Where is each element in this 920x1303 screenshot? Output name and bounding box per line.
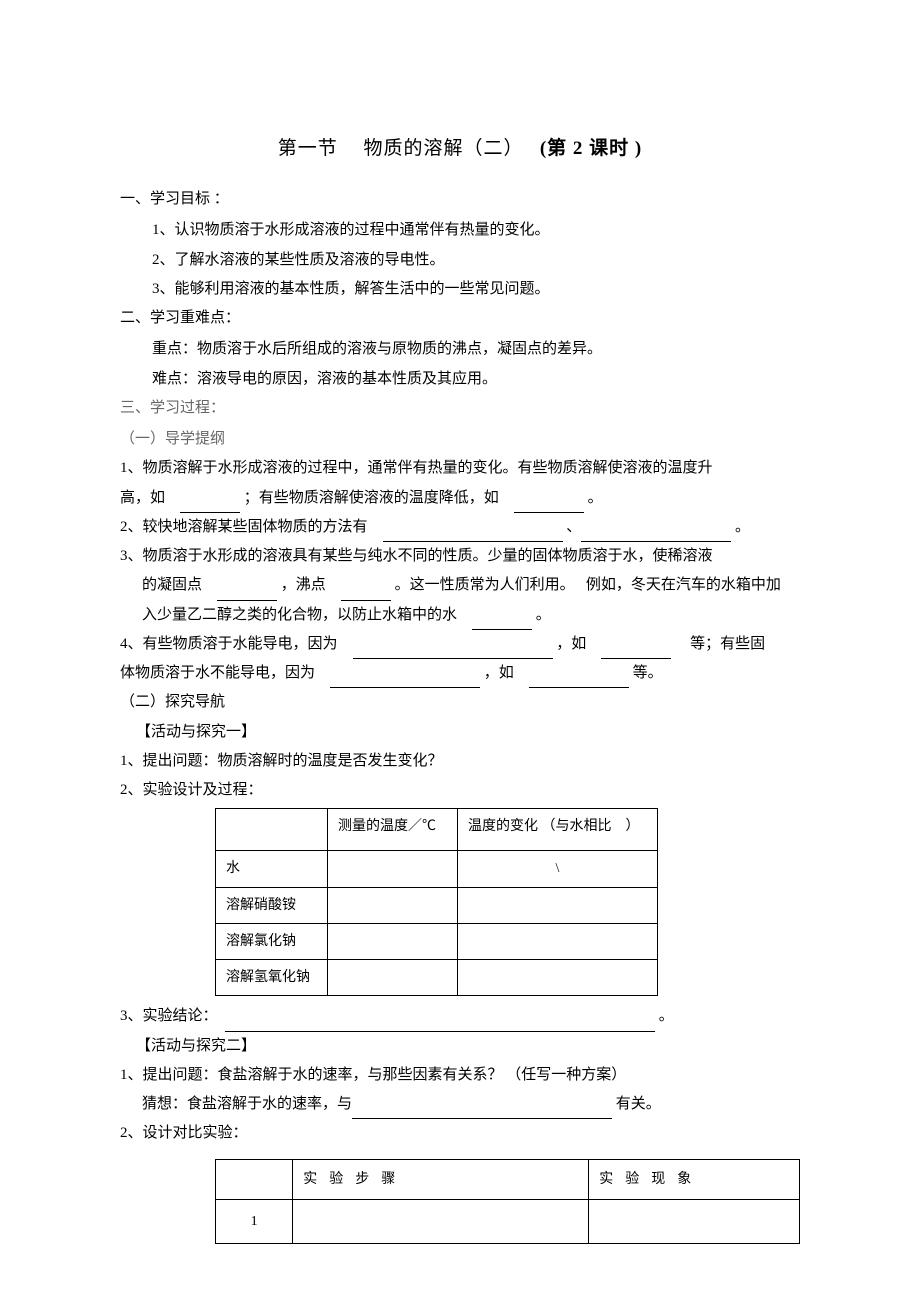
blank-fill <box>601 643 671 660</box>
blank-fill <box>529 672 629 689</box>
t1-h3: 温度的变化 （与水相比 ） <box>458 809 658 851</box>
blank-fill <box>353 643 553 660</box>
t2-h2: 实验步骤 <box>293 1159 589 1199</box>
activity-1-label: 【活动与探究一】 <box>120 718 800 747</box>
section-1-item-1: 1、认识物质溶于水形成溶液的过程中通常伴有热量的变化。 <box>120 216 800 245</box>
activity-1-conclusion: 3、实验结论： 。 <box>120 1002 800 1031</box>
blank-fill <box>225 1015 655 1032</box>
p4b-pre: 猜想：食盐溶解于水的速率，与 <box>142 1096 352 1112</box>
t1-r3-c3 <box>458 923 658 959</box>
blank-fill <box>180 496 240 513</box>
q4b-end: 等。 <box>633 665 663 681</box>
q3b-mid2: 。这一性质常为人们利用。 <box>395 577 568 593</box>
q3-line-c: 入少量乙二醇之类的化合物，以防止水箱中的水 。 <box>120 601 800 630</box>
q4-line-b: 体物质溶于水不能导电，因为 ，如 等。 <box>120 659 800 688</box>
q1-line-b: 高，如 ；有些物质溶解使溶液的温度降低，如 。 <box>120 484 800 513</box>
section-1-item-2: 2、了解水溶液的某些性质及溶液的导电性。 <box>120 246 800 275</box>
title-suffix-close: 课时 ) <box>583 138 642 159</box>
blank-fill <box>383 526 563 543</box>
q4b-pre: 体物质溶于水不能导电，因为 <box>120 665 315 681</box>
t1-r3-c2 <box>328 923 458 959</box>
activity-1-q2: 2、实验设计及过程： <box>120 776 800 805</box>
section-2-zhong: 重点：物质溶于水后所组成的溶液与原物质的沸点，凝固点的差异。 <box>120 335 800 364</box>
title-suffix-open: (第 <box>540 138 573 159</box>
q4-line-a: 4、有些物质溶于水能导电，因为 ，如 等；有些固 <box>120 630 800 659</box>
q2-sep: 、 <box>566 519 581 535</box>
q4a-mid2: 等；有些固 <box>690 636 765 652</box>
page-title: 第一节 物质的溶解（二） (第 2 课时 ) <box>120 130 800 167</box>
section-1-item-3: 3、能够利用溶液的基本性质，解答生活中的一些常见问题。 <box>120 275 800 304</box>
title-prefix: 第一节 <box>278 138 338 159</box>
q2-pre: 2、较快地溶解某些固体物质的方法有 <box>120 519 368 535</box>
t1-r4-c1: 溶解氢氧化钠 <box>216 960 328 996</box>
t1-r1-c1: 水 <box>216 851 328 887</box>
t1-r3-c1: 溶解氯化钠 <box>216 923 328 959</box>
blank-fill <box>581 526 731 543</box>
t1-r2-c3 <box>458 887 658 923</box>
section-3-heading: 三、学习过程： <box>120 394 800 423</box>
q3-line-a: 3、物质溶于水形成的溶液具有某些与纯水不同的性质。少量的固体物质溶于水，使稀溶液 <box>120 542 800 571</box>
t1-r2-c1: 溶解硝酸铵 <box>216 887 328 923</box>
t2-r1-c1: 1 <box>216 1200 293 1244</box>
q1b-end: 。 <box>588 490 603 506</box>
t1-r4-c3 <box>458 960 658 996</box>
title-suffix-num: 2 <box>573 138 584 159</box>
q1-line-a: 1、物质溶解于水形成溶液的过程中，通常伴有热量的变化。有些物质溶解使溶液的温度升 <box>120 454 800 483</box>
blank-fill <box>472 613 532 630</box>
section-2-heading: 二、学习重难点： <box>120 304 800 333</box>
p3-pre: 3、实验结论： <box>120 1008 210 1024</box>
q3c-end: 。 <box>536 607 551 623</box>
q2-end: 。 <box>735 519 750 535</box>
blank-fill <box>330 672 480 689</box>
t2-h1 <box>216 1159 293 1199</box>
q1b-mid: ；有些物质溶解使溶液的温度降低，如 <box>244 490 499 506</box>
p3-end: 。 <box>659 1008 674 1024</box>
section-3-sub1: （一）导学提纲 <box>120 425 800 454</box>
activity-2-label: 【活动与探究二】 <box>120 1032 800 1061</box>
q3b-mid1: ，沸点 <box>281 577 326 593</box>
blank-fill <box>217 584 277 601</box>
t1-r1-c2 <box>328 851 458 887</box>
activity-2-q1: 1、提出问题：食盐溶解于水的速率，与那些因素有关系？ （任写一种方案） <box>120 1061 800 1090</box>
q3c-pre: 入少量乙二醇之类的化合物，以防止水箱中的水 <box>142 607 457 623</box>
t2-h3: 实验现象 <box>589 1159 800 1199</box>
p4b-end: 有关。 <box>616 1096 661 1112</box>
experiment-table-2: 实验步骤 实验现象 1 <box>215 1159 800 1244</box>
t1-r2-c2 <box>328 887 458 923</box>
q4b-mid: ，如 <box>484 665 514 681</box>
q2-line: 2、较快地溶解某些固体物质的方法有 、 。 <box>120 513 800 542</box>
q4a-mid1: ，如 <box>556 636 586 652</box>
q1b-pre: 高，如 <box>120 490 165 506</box>
section-2-nan: 难点：溶液导电的原因，溶液的基本性质及其应用。 <box>120 365 800 394</box>
title-main: 物质的溶解（二） <box>364 138 515 159</box>
t1-r4-c2 <box>328 960 458 996</box>
q3b-mid3: 例如，冬天在汽车的水箱中加 <box>586 577 781 593</box>
t2-r1-c2 <box>293 1200 589 1244</box>
blank-fill <box>341 584 391 601</box>
activity-2-q2: 2、设计对比实验： <box>120 1119 800 1148</box>
section-1-heading: 一、学习目标 ： <box>120 185 800 214</box>
t2-r1-c3 <box>589 1200 800 1244</box>
activity-1-q1: 1、提出问题：物质溶解时的温度是否发生变化？ <box>120 747 800 776</box>
t1-h2: 测量的温度／℃ <box>328 809 458 851</box>
q3b-pre: 的凝固点 <box>142 577 202 593</box>
experiment-table-1: 测量的温度／℃ 温度的变化 （与水相比 ） 水 \ 溶解硝酸铵 溶解氯化钠 溶解… <box>215 808 658 996</box>
activity-2-guess: 猜想：食盐溶解于水的速率，与 有关。 <box>120 1090 800 1119</box>
blank-fill <box>514 496 584 513</box>
section-3-sub2: （二）探究导航 <box>120 688 800 717</box>
q4a-pre: 4、有些物质溶于水能导电，因为 <box>120 636 338 652</box>
q3-line-b: 的凝固点 ，沸点 。这一性质常为人们利用。 例如，冬天在汽车的水箱中加 <box>120 571 800 600</box>
t1-r1-c3: \ <box>458 851 658 887</box>
t1-h1 <box>216 809 328 851</box>
blank-fill <box>352 1103 612 1120</box>
